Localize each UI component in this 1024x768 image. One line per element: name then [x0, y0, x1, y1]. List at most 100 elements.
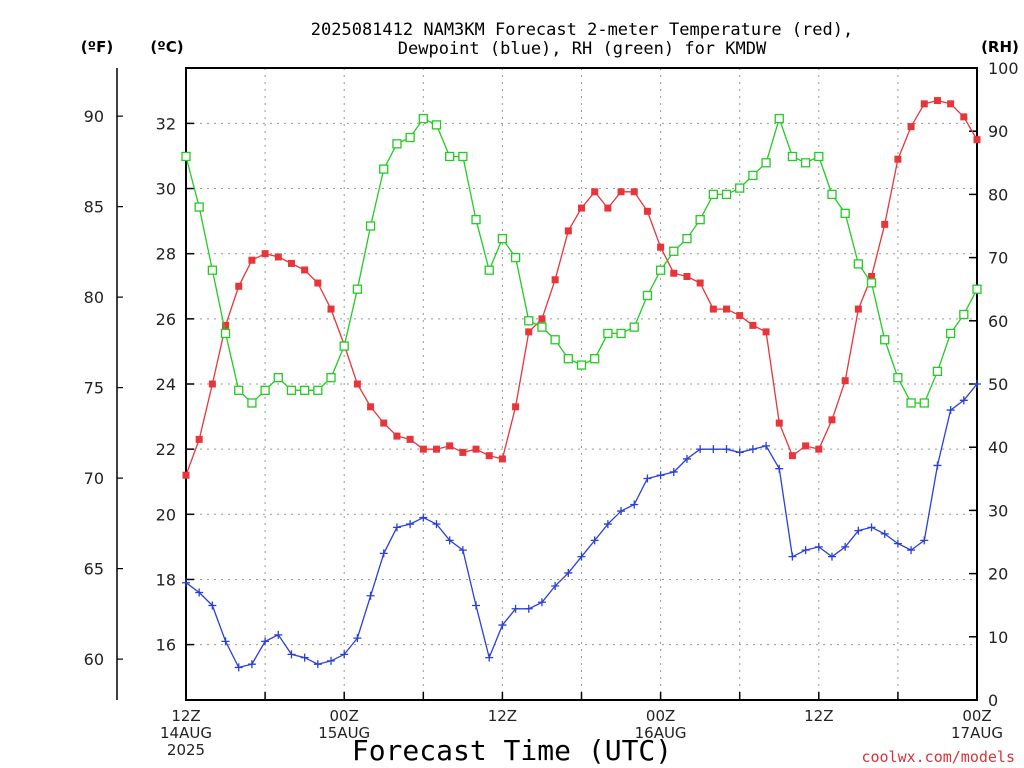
temperature-point — [709, 305, 717, 313]
rh-point — [326, 373, 336, 383]
dewpoint-point — [748, 445, 757, 454]
rh-tick-label: 40 — [988, 438, 1008, 457]
rh-point — [972, 284, 982, 294]
rh-point — [510, 252, 521, 263]
dewpoint-point — [880, 529, 889, 538]
rh-tick-label: 100 — [988, 59, 1019, 78]
dewpoint-point — [353, 634, 362, 643]
x-tick-label: 14AUG — [160, 724, 212, 742]
rh-tick-label: 60 — [988, 312, 1008, 331]
dewpoint-point — [340, 650, 349, 659]
dewpoint-point — [696, 445, 705, 454]
temperature-point — [749, 321, 757, 329]
rh-point — [827, 189, 837, 200]
rh-point — [537, 322, 547, 332]
dewpoint-point — [841, 542, 850, 551]
temperature-point — [195, 435, 203, 443]
dewpoint-point — [854, 526, 863, 535]
celsius-tick-label: 20 — [156, 505, 176, 524]
dewpoint-point — [867, 523, 876, 532]
rh-point — [945, 328, 956, 339]
temperature-point — [696, 279, 704, 287]
temperature-point — [261, 250, 269, 258]
temperature-point — [485, 452, 493, 460]
temperature-point — [208, 380, 216, 388]
x-tick-label: 12Z — [171, 707, 200, 725]
rh-point — [642, 290, 653, 301]
grid-lines — [186, 68, 977, 700]
celsius-tick-label: 28 — [156, 245, 176, 264]
fahrenheit-tick-label: 60 — [84, 650, 104, 669]
dewpoint-point — [933, 461, 942, 470]
dewpoint-point — [722, 445, 731, 454]
dewpoint-point — [247, 660, 256, 669]
temperature-point — [498, 455, 506, 463]
celsius-axis-unit: (ºC) — [150, 38, 183, 56]
temperature-point — [617, 188, 625, 196]
rh-point — [590, 354, 600, 364]
dewpoint-point — [603, 520, 612, 529]
data-series — [181, 97, 982, 672]
temperature-point — [762, 328, 770, 336]
rh-point — [471, 215, 481, 225]
dewpoint-point — [511, 604, 520, 613]
temperature-point — [815, 445, 823, 453]
temperature-point — [657, 243, 665, 251]
rh-point — [814, 151, 824, 162]
dewpoint-point — [643, 474, 652, 483]
x-tick-label: 16AUG — [635, 724, 687, 742]
temperature-point — [630, 188, 638, 196]
dewpoint-point — [801, 546, 810, 555]
dewpoint-point — [907, 546, 916, 555]
dewpoint-point — [590, 536, 599, 545]
dewpoint-point — [485, 653, 494, 662]
dewpoint-point — [946, 406, 955, 415]
rh-point — [761, 158, 771, 168]
temperature-point — [446, 442, 454, 450]
x-tick-label: 00Z — [330, 707, 359, 725]
temperature-point — [802, 442, 810, 450]
celsius-tick-label: 24 — [156, 375, 176, 394]
fahrenheit-tick-label: 80 — [84, 288, 104, 307]
temperature-point — [591, 188, 599, 196]
dewpoint-point — [445, 536, 454, 545]
dewpoint-point — [735, 448, 744, 457]
dewpoint-point — [221, 637, 230, 646]
dewpoint-point — [617, 507, 626, 516]
dewpoint-point — [656, 471, 665, 480]
temperature-point — [960, 113, 968, 121]
temperature-point — [683, 272, 691, 280]
rh-point — [669, 246, 679, 256]
rh-point — [616, 328, 626, 339]
rh-point — [431, 120, 442, 130]
temperature-point — [525, 328, 533, 336]
dewpoint-point — [195, 588, 204, 597]
dewpoint-point — [313, 660, 322, 669]
temperature-point — [788, 452, 796, 460]
temperature-point — [881, 220, 889, 228]
temperature-point — [604, 204, 612, 212]
dewpoint-point — [419, 513, 428, 522]
dewpoint-point — [537, 598, 546, 607]
rh-point — [286, 385, 297, 395]
temperature-point — [314, 279, 322, 287]
dewpoint-point — [959, 396, 968, 405]
temperature-point — [380, 419, 388, 427]
dewpoint-point — [182, 578, 190, 587]
temperature-point — [551, 276, 559, 284]
temperature-point — [222, 321, 230, 329]
celsius-tick-label: 26 — [156, 310, 176, 329]
dewpoint-point — [208, 601, 217, 610]
temperature-point — [841, 377, 849, 385]
rh-point — [708, 189, 718, 200]
temperature-point — [564, 227, 572, 235]
dewpoint-point — [630, 500, 639, 509]
chart-title-line-2: Dewpoint (blue), RH (green) for KMDW — [398, 39, 767, 59]
dewpoint-point — [775, 464, 784, 473]
rh-point — [418, 113, 428, 124]
temperature-point — [367, 403, 375, 411]
rh-point — [484, 265, 494, 275]
rh-point — [853, 259, 863, 269]
temperature-point — [775, 419, 783, 427]
